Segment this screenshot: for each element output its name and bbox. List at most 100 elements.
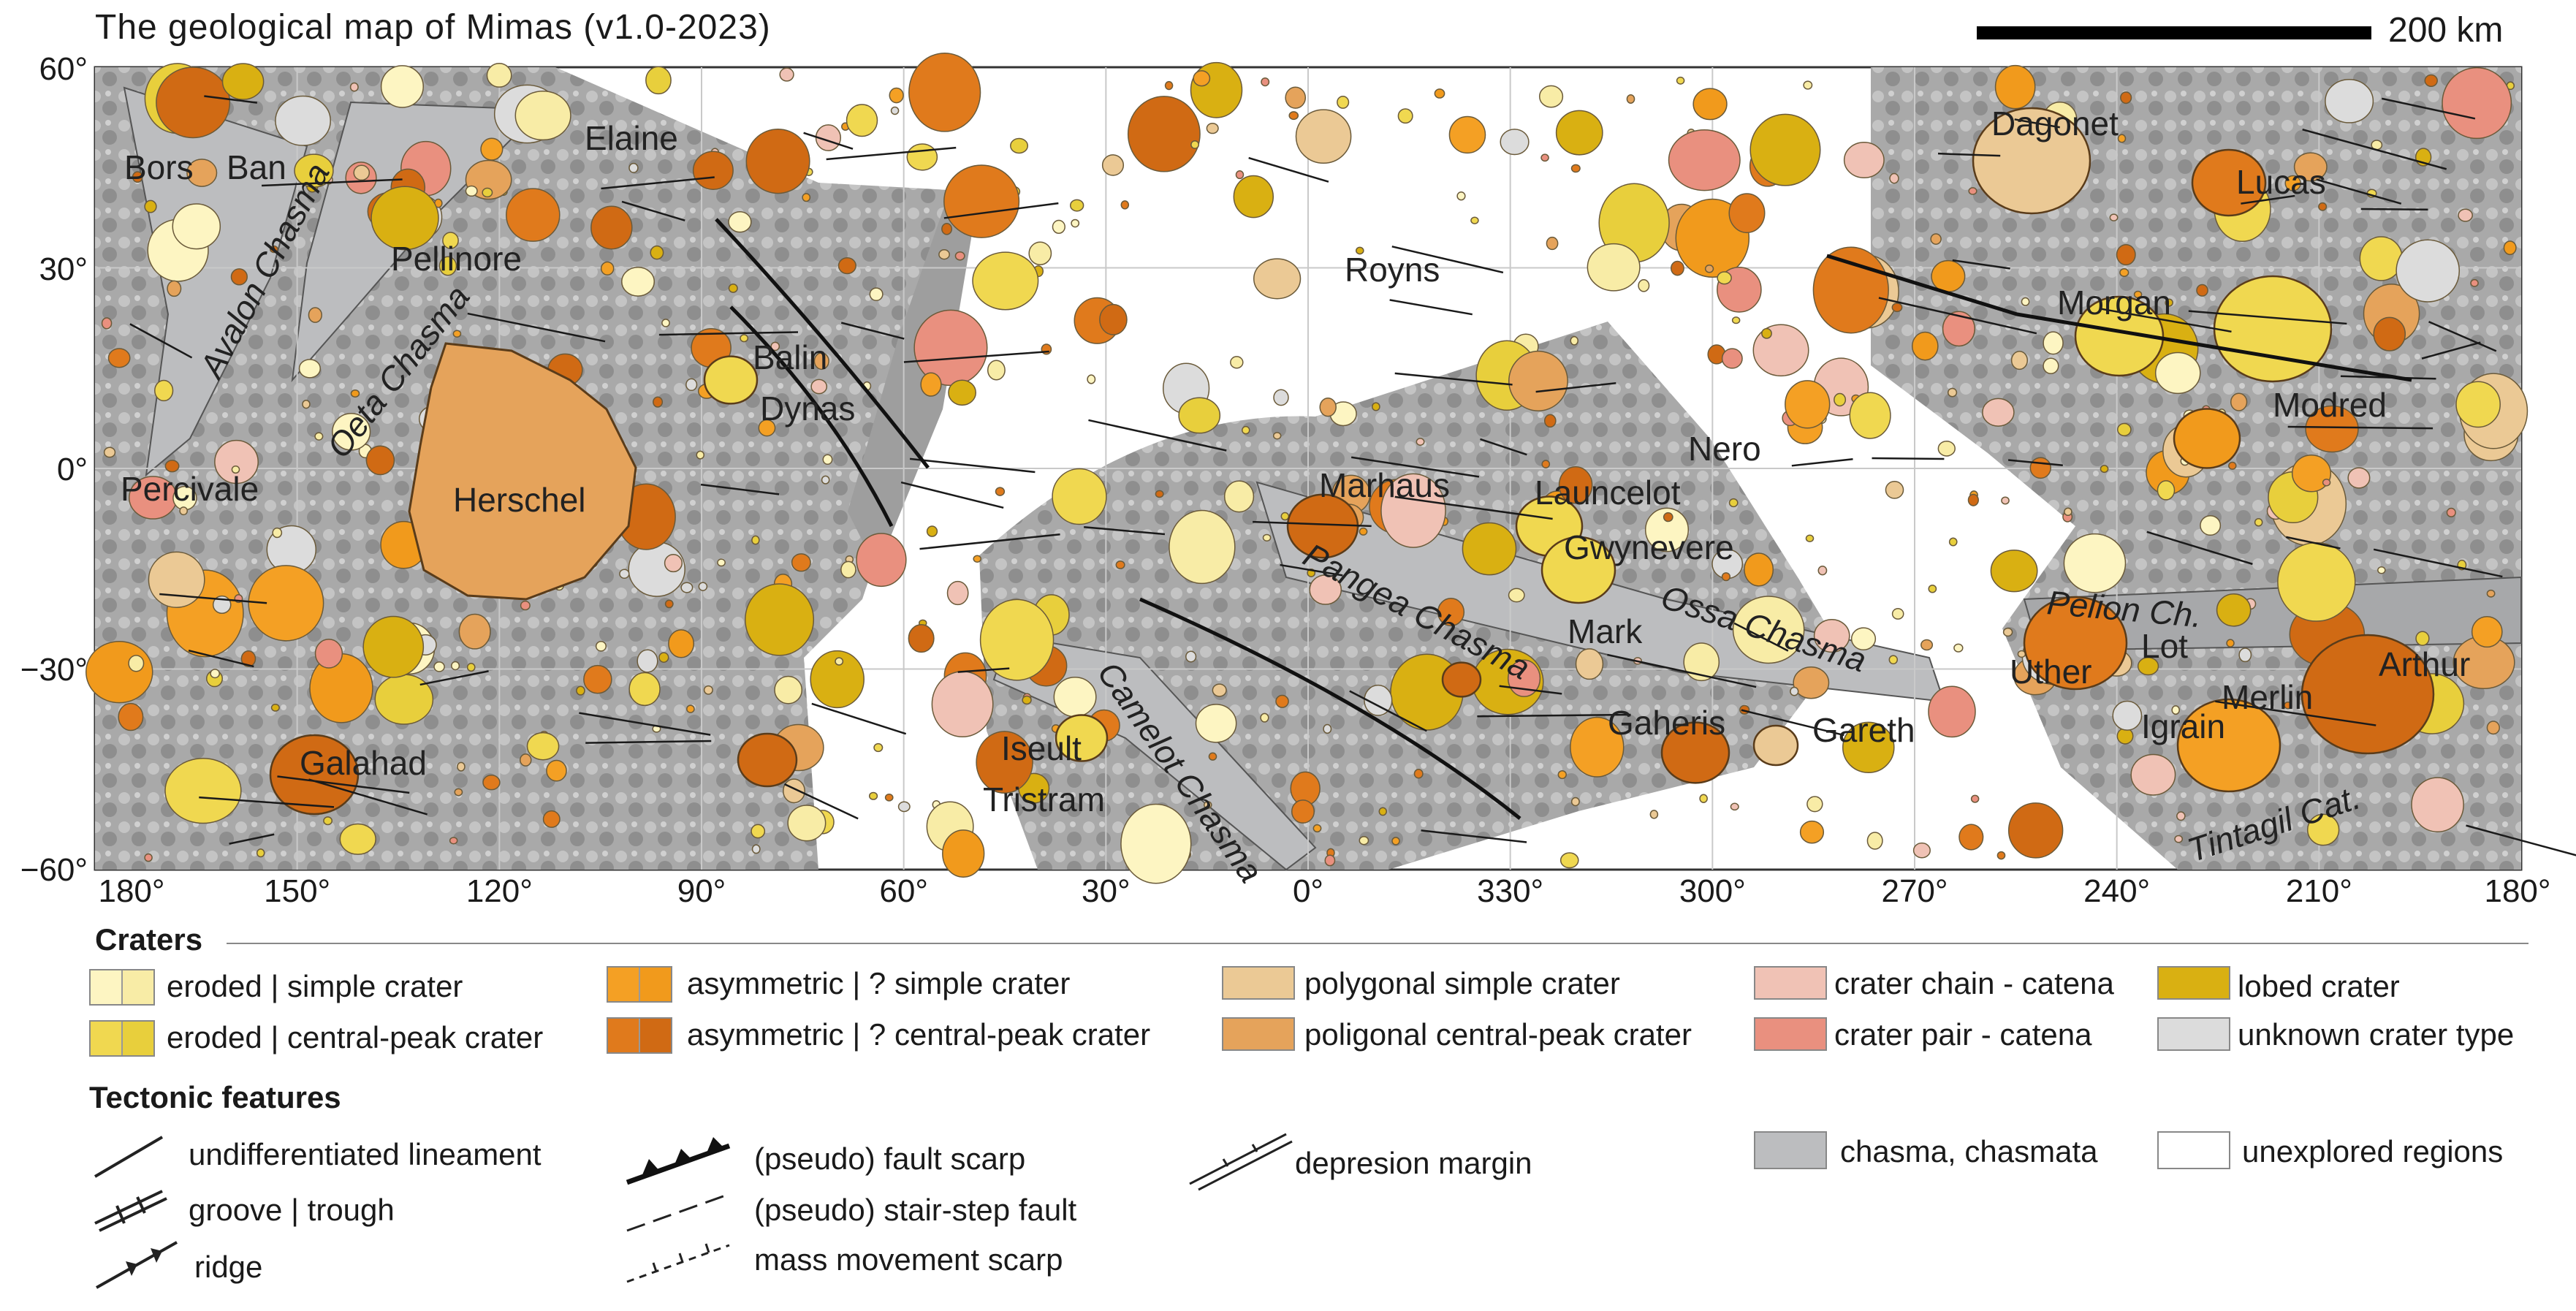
- crater: [362, 615, 425, 678]
- polygonal-central-peak-swatch: [1222, 1017, 1295, 1051]
- crater: [2503, 240, 2517, 256]
- named-crater[interactable]: [1441, 661, 1482, 698]
- crater-label: Iseult: [1001, 729, 1082, 767]
- named-crater[interactable]: [2023, 596, 2128, 691]
- crater: [1953, 643, 1964, 653]
- lineament: [803, 132, 854, 150]
- crater: [2291, 454, 2332, 493]
- named-crater[interactable]: [1752, 724, 1799, 767]
- crater: [144, 853, 153, 862]
- crater: [1204, 801, 1212, 809]
- crater: [1242, 425, 1250, 435]
- crater: [1253, 258, 1302, 300]
- legend-label: asymmetric | ? simple crater: [687, 966, 1071, 1000]
- lineament-icon: [94, 1136, 164, 1178]
- crater: [1920, 639, 1934, 651]
- legend-label: asymmetric | ? central-peak crater: [687, 1017, 1151, 1052]
- crater: [1570, 797, 1580, 807]
- named-crater[interactable]: [1055, 714, 1109, 762]
- lineament: [1350, 456, 1480, 478]
- crater: [1638, 279, 1650, 292]
- named-crater[interactable]: [2173, 408, 2241, 469]
- lineament: [261, 178, 403, 187]
- named-crater[interactable]: [2176, 698, 2281, 793]
- crater: [164, 758, 242, 824]
- crater: [2116, 243, 2136, 266]
- named-crater[interactable]: [737, 732, 798, 788]
- crater: [482, 187, 493, 198]
- crater: [1982, 398, 2015, 427]
- legend-label: (pseudo) fault scarp: [754, 1141, 1026, 1176]
- lon-label: 150°: [264, 873, 331, 909]
- legend-label: (pseudo) stair-step fault: [754, 1193, 1077, 1227]
- crater-label: Percivale: [121, 470, 259, 508]
- lineament: [1480, 438, 1527, 456]
- named-crater[interactable]: [1660, 721, 1730, 784]
- lineament: [783, 783, 859, 820]
- legend-label: ridge: [194, 1250, 263, 1284]
- crater: [802, 193, 811, 202]
- crater: [595, 641, 607, 652]
- named-crater[interactable]: [2213, 275, 2333, 383]
- crater: [1070, 199, 1084, 212]
- tectonic-lineaments: [129, 95, 2576, 856]
- crater: [2455, 381, 2501, 428]
- named-crater[interactable]: [1972, 107, 2091, 215]
- crater-label: Pellinore: [391, 240, 522, 278]
- lon-label: 210°: [2285, 873, 2352, 909]
- named-crater[interactable]: [2300, 634, 2435, 755]
- crater-pair-swatch: [1754, 1017, 1827, 1051]
- crater: [954, 251, 965, 261]
- crater: [868, 791, 878, 800]
- ridge-icon: [96, 1241, 178, 1289]
- crater: [1803, 80, 1813, 90]
- named-crater[interactable]: [1540, 536, 1616, 604]
- crater: [1378, 807, 1388, 816]
- herschel-crater[interactable]: [408, 342, 637, 601]
- crater-label: Bors: [124, 148, 194, 186]
- crater-label: Gaheris: [1608, 704, 1725, 742]
- lineament: [1937, 152, 2001, 157]
- crater: [1704, 265, 1714, 273]
- lineament: [1389, 299, 1473, 316]
- crater: [1413, 769, 1424, 779]
- crater: [103, 446, 116, 458]
- named-crater[interactable]: [269, 734, 360, 816]
- crater: [1127, 96, 1201, 172]
- legend-label: chasma, chasmata: [1840, 1134, 2098, 1168]
- crater: [942, 829, 985, 878]
- crater-label: Lucas: [2236, 163, 2326, 201]
- crater: [1891, 607, 1904, 620]
- lineament: [1499, 685, 1562, 695]
- crater: [2130, 753, 2176, 796]
- crater: [1053, 677, 1097, 718]
- crater-label: Mark: [1568, 612, 1643, 650]
- crater: [1555, 110, 1603, 156]
- crater: [240, 650, 257, 667]
- legend-label: unexplored regions: [2242, 1134, 2504, 1168]
- crater: [948, 379, 976, 406]
- crater: [1273, 389, 1289, 406]
- lineament: [2287, 425, 2433, 430]
- crater: [154, 379, 174, 402]
- named-crater[interactable]: [703, 355, 759, 405]
- crater: [1178, 397, 1221, 434]
- crater: [101, 317, 113, 330]
- legend-craters-title: Craters: [95, 922, 203, 957]
- crater: [2306, 813, 2340, 846]
- crater: [514, 90, 571, 141]
- crater: [822, 454, 833, 466]
- crater: [1324, 854, 1336, 867]
- crater: [1355, 246, 1364, 255]
- crater: [1195, 704, 1237, 743]
- scale-bar-label: 200 km: [2388, 11, 2504, 50]
- crater: [745, 128, 810, 194]
- lon-label: 240°: [2083, 873, 2151, 909]
- lineament: [826, 146, 957, 161]
- crater: [2064, 507, 2072, 517]
- crater: [349, 82, 359, 92]
- crater: [740, 334, 749, 343]
- named-crater[interactable]: [2191, 148, 2267, 217]
- crater: [2325, 79, 2374, 123]
